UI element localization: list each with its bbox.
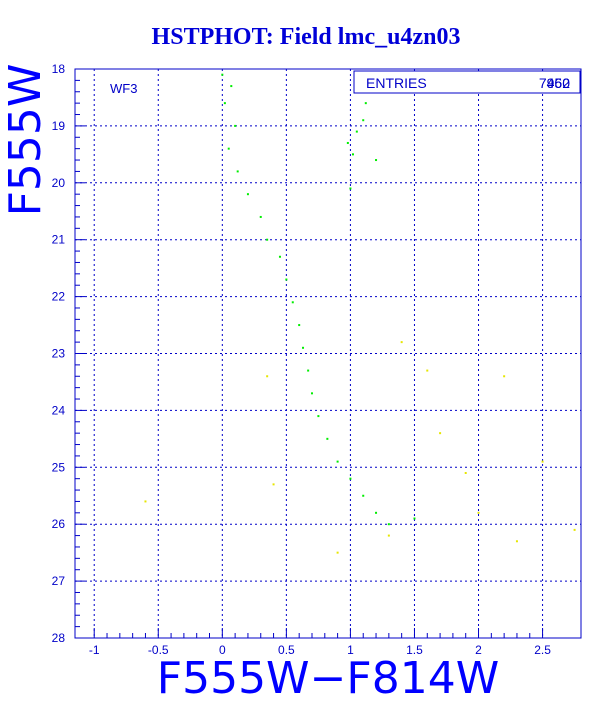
scatter-point — [310, 392, 313, 395]
scatter-point — [349, 187, 352, 190]
scatter-points — [144, 73, 576, 554]
axis-ticks — [75, 68, 544, 639]
scatter-point — [515, 540, 518, 543]
scatter-point — [326, 437, 329, 440]
scatter-point — [298, 324, 301, 327]
scatter-point — [464, 471, 467, 474]
scatter-point — [375, 159, 378, 162]
scatter-point — [387, 534, 390, 537]
x-tick-label: 2.5 — [534, 643, 551, 657]
scatter-point — [307, 369, 310, 372]
scatter-point — [302, 346, 305, 349]
scatter-point — [246, 193, 249, 196]
scatter-point — [364, 102, 367, 105]
scatter-point — [349, 477, 352, 480]
scatter-point — [230, 85, 233, 88]
x-tick-label: -0.5 — [148, 643, 169, 657]
x-tick-label: -1 — [89, 643, 100, 657]
scatter-point — [266, 238, 269, 241]
scatter-point — [144, 500, 147, 503]
scatter-point — [362, 494, 365, 497]
scatter-point — [346, 141, 349, 144]
scatter-point — [291, 301, 294, 304]
scatter-point — [439, 432, 442, 435]
y-tick-label: 20 — [52, 176, 66, 190]
scatter-point — [336, 460, 339, 463]
scatter-point — [234, 124, 237, 127]
scatter-point — [503, 375, 506, 378]
x-tick-label: 0 — [219, 643, 226, 657]
x-tick-labels: -1 -0.5 0 0.5 1 1.5 2 2.5 — [89, 643, 551, 657]
x-axis-label: F555W−F814W — [157, 653, 499, 704]
scatter-point — [400, 341, 403, 344]
scatter-point — [355, 130, 358, 133]
scatter-point — [227, 147, 230, 150]
scatter-point — [336, 551, 339, 554]
scatter-point — [259, 215, 262, 218]
y-axis-label: F555W — [0, 64, 51, 217]
y-tick-label: 24 — [52, 403, 66, 417]
y-tick-label: 19 — [52, 119, 66, 133]
y-tick-label: 22 — [52, 290, 66, 304]
scatter-point — [413, 517, 416, 520]
x-tick-label: 1 — [347, 643, 354, 657]
scatter-point — [266, 375, 269, 378]
stats-entries-value-overprint: 452 — [547, 75, 571, 91]
y-tick-labels: 18 19 20 21 22 23 24 25 26 27 28 — [52, 62, 66, 645]
scatter-point — [387, 523, 390, 526]
scatter-point — [477, 511, 480, 514]
scatter-point — [351, 153, 354, 156]
scatter-point — [221, 73, 224, 76]
scatter-point — [285, 278, 288, 281]
scatter-point — [426, 369, 429, 372]
scatter-point — [223, 102, 226, 105]
panel-label: WF3 — [110, 81, 137, 96]
y-tick-label: 23 — [52, 347, 66, 361]
x-tick-label: 1.5 — [406, 643, 423, 657]
grid-lines — [75, 69, 581, 638]
scatter-point — [362, 119, 365, 122]
scatter-point — [236, 170, 239, 173]
y-tick-label: 27 — [52, 574, 66, 588]
x-tick-label: 2 — [475, 643, 482, 657]
scatter-point — [272, 483, 275, 486]
y-tick-label: 25 — [52, 460, 66, 474]
stats-entries-label: ENTRIES — [366, 75, 427, 91]
y-tick-label: 21 — [52, 233, 66, 247]
x-tick-label: 0.5 — [278, 643, 295, 657]
y-tick-label: 18 — [52, 62, 66, 76]
scatter-point — [317, 415, 320, 418]
stats-entries-value: 7960 — [539, 75, 570, 91]
scatter-point — [573, 528, 576, 531]
scatter-point — [278, 255, 281, 258]
chart-title: HSTPHOT: Field lmc_u4zn03 — [151, 24, 461, 50]
stats-box: ENTRIES 7960 452 — [353, 70, 581, 94]
y-tick-label: 26 — [52, 517, 66, 531]
y-tick-label: 28 — [52, 631, 66, 645]
stats-box-frame — [353, 70, 581, 94]
scatter-point — [375, 511, 378, 514]
scatter-point — [541, 460, 544, 463]
